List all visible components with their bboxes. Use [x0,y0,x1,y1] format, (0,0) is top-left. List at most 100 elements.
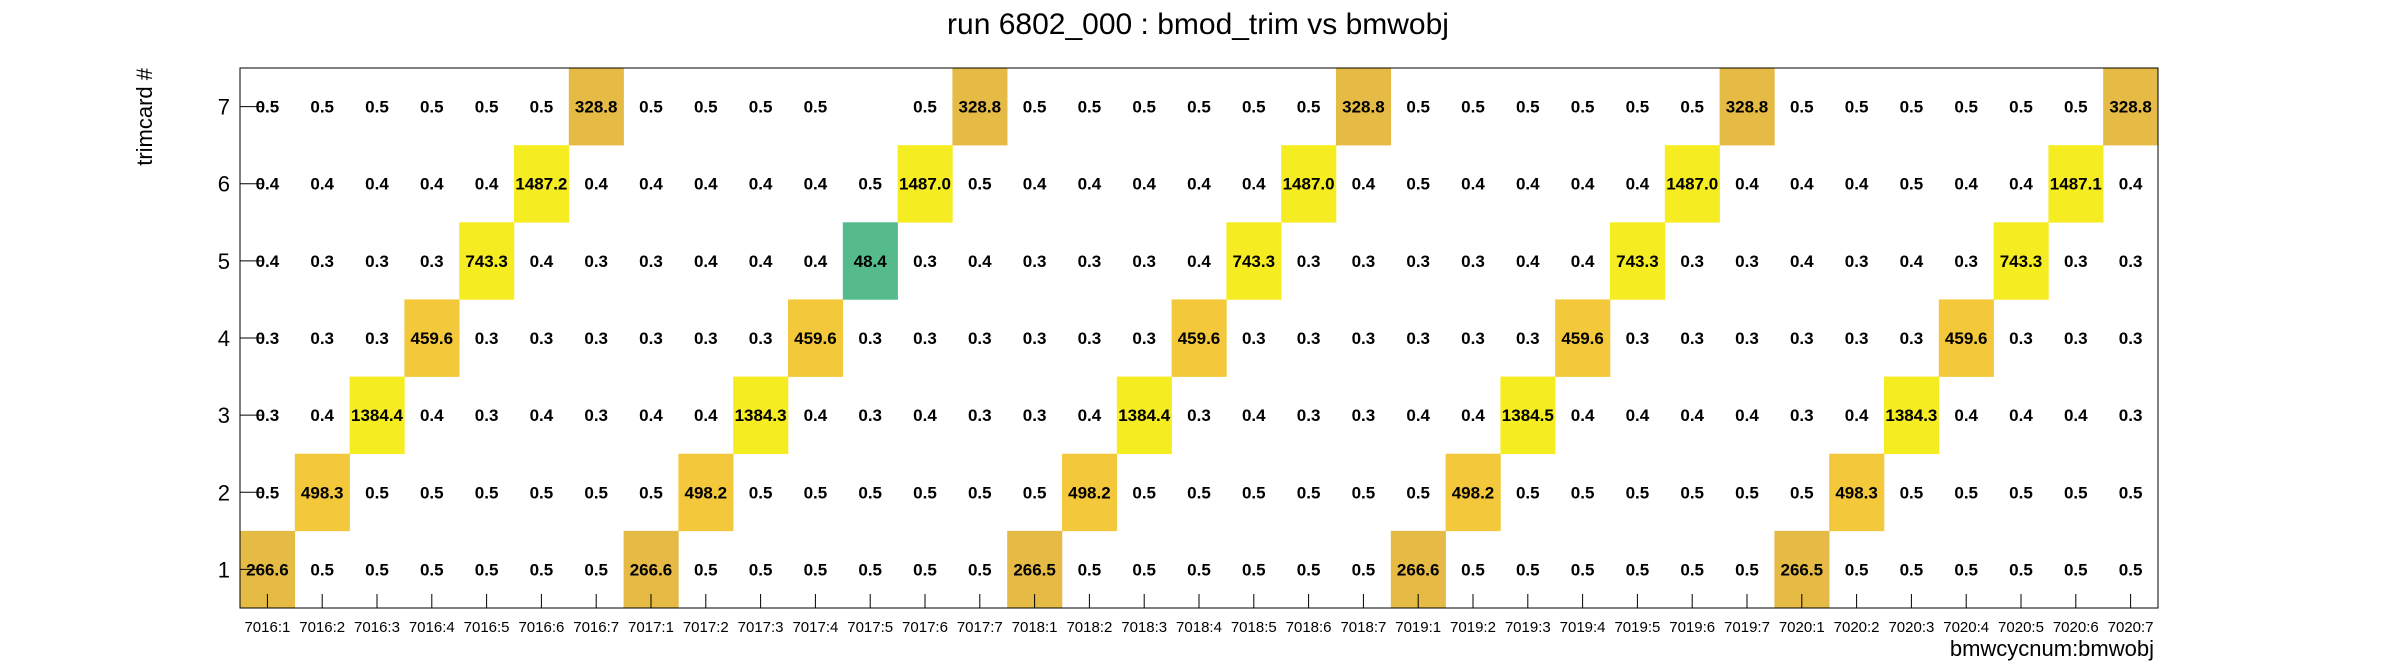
cell-value-label: 0.4 [1571,406,1595,425]
cell-value-label: 0.5 [584,560,608,579]
heatmap-cell [1116,376,1172,455]
cell-value-label: 0.4 [639,175,663,194]
cell-value-label: 0.3 [913,252,937,271]
cell-value-label: 0.4 [530,406,554,425]
heatmap-cell [1555,299,1611,377]
x-tick-label: 7016:6 [518,619,564,636]
heatmap-cell [678,453,734,532]
x-tick-label: 7017:1 [628,619,674,636]
x-tick-label: 7017:7 [957,619,1003,636]
heatmap-cell [2048,145,2104,223]
cell-value-label: 0.5 [1297,98,1321,117]
x-tick-label: 7020:5 [1998,619,2044,636]
cell-value-label: 0.5 [1954,560,1978,579]
cell-value-label: 0.4 [1790,252,1814,271]
x-tick-label: 7020:2 [1834,619,1880,636]
cell-value-label: 0.3 [365,252,389,271]
cell-value-label: 0.4 [310,175,334,194]
x-tick-label: 7016:1 [244,619,290,636]
cell-value-label: 0.5 [310,560,334,579]
cell-value-label: 0.4 [804,406,828,425]
x-tick-label: 7017:3 [738,619,784,636]
cell-value-label: 0.3 [1680,252,1704,271]
cell-value-label: 1384.4 [351,406,404,425]
cell-value-label: 0.5 [913,98,937,117]
cell-value-label: 0.3 [2119,252,2143,271]
cell-value-label: 0.5 [1680,560,1704,579]
cell-value-label: 0.5 [749,483,773,502]
x-tick-label: 7018:7 [1340,619,1386,636]
cell-value-label: 0.3 [1680,329,1704,348]
x-tick-label: 7018:5 [1231,619,1277,636]
cell-value-label: 328.8 [575,98,618,117]
cell-value-label: 0.3 [1461,329,1485,348]
cell-value-label: 0.4 [1626,175,1650,194]
cell-value-label: 0.5 [1406,98,1430,117]
cell-value-label: 0.4 [584,175,608,194]
cell-value-label: 0.3 [584,329,608,348]
cell-value-label: 0.4 [1461,175,1485,194]
cell-value-label: 0.3 [858,406,882,425]
cell-value-label: 0.5 [858,175,882,194]
cell-value-label: 1384.5 [1502,406,1554,425]
cell-value-label: 459.6 [794,329,837,348]
cell-value-label: 0.3 [968,406,992,425]
cell-value-label: 0.4 [256,252,280,271]
cell-value-label: 0.3 [1297,329,1321,348]
cell-value-label: 0.5 [365,560,389,579]
cell-value-label: 0.5 [1516,98,1540,117]
cell-value-label: 0.4 [1242,406,1266,425]
cell-value-label: 0.4 [1461,406,1485,425]
heatmap-cell [733,376,789,455]
x-tick-label: 7017:4 [792,619,838,636]
cell-value-label: 0.4 [530,252,554,271]
cell-value-label: 0.3 [1352,329,1376,348]
x-tick-label: 7017:6 [902,619,948,636]
x-tick-label: 7020:3 [1888,619,1934,636]
cell-value-label: 0.5 [365,483,389,502]
x-tick-label: 7020:7 [2108,619,2154,636]
cell-value-label: 0.5 [639,483,663,502]
cell-value-label: 0.4 [1735,406,1759,425]
x-tick-label: 7017:5 [847,619,893,636]
y-tick-label: 7 [218,95,230,120]
y-tick-label: 6 [218,172,230,197]
heatmap-cell [1719,68,1775,146]
x-tick-label: 7018:3 [1121,619,1167,636]
cell-value-label: 0.5 [694,98,718,117]
cell-value-label: 0.5 [1078,98,1102,117]
x-tick-label: 7019:4 [1560,619,1606,636]
cell-value-label: 0.3 [749,329,773,348]
cell-value-label: 0.5 [256,98,280,117]
cell-value-label: 498.3 [1835,483,1878,502]
cell-value-label: 0.5 [1516,560,1540,579]
cell-value-label: 0.5 [968,560,992,579]
cell-value-label: 0.3 [1790,406,1814,425]
cell-value-label: 0.5 [530,483,554,502]
cell-value-label: 0.3 [530,329,554,348]
cell-value-label: 0.5 [1571,560,1595,579]
cell-value-label: 743.3 [465,252,508,271]
cell-value-label: 0.3 [310,252,334,271]
cell-value-label: 0.5 [1187,483,1211,502]
heatmap-cell [1062,453,1118,532]
cell-value-label: 0.5 [420,98,444,117]
x-tick-label: 7016:2 [299,619,345,636]
cell-value-label: 0.5 [530,560,554,579]
cell-value-label: 0.3 [584,406,608,425]
cell-value-label: 0.4 [1187,175,1211,194]
heatmap-cell [1829,453,1885,532]
cell-value-label: 0.3 [475,406,499,425]
cell-value-label: 0.3 [2064,329,2088,348]
heatmap-cell [1938,299,1994,377]
heatmap-cell [514,145,570,223]
cell-value-label: 0.5 [1954,98,1978,117]
cell-value-label: 0.5 [804,560,828,579]
cell-value-label: 0.5 [1132,98,1156,117]
cell-value-label: 0.5 [749,560,773,579]
cell-value-label: 0.3 [1406,329,1430,348]
cell-value-label: 743.3 [2000,252,2043,271]
cell-value-label: 0.5 [1900,560,1924,579]
cell-value-label: 743.3 [1616,252,1659,271]
